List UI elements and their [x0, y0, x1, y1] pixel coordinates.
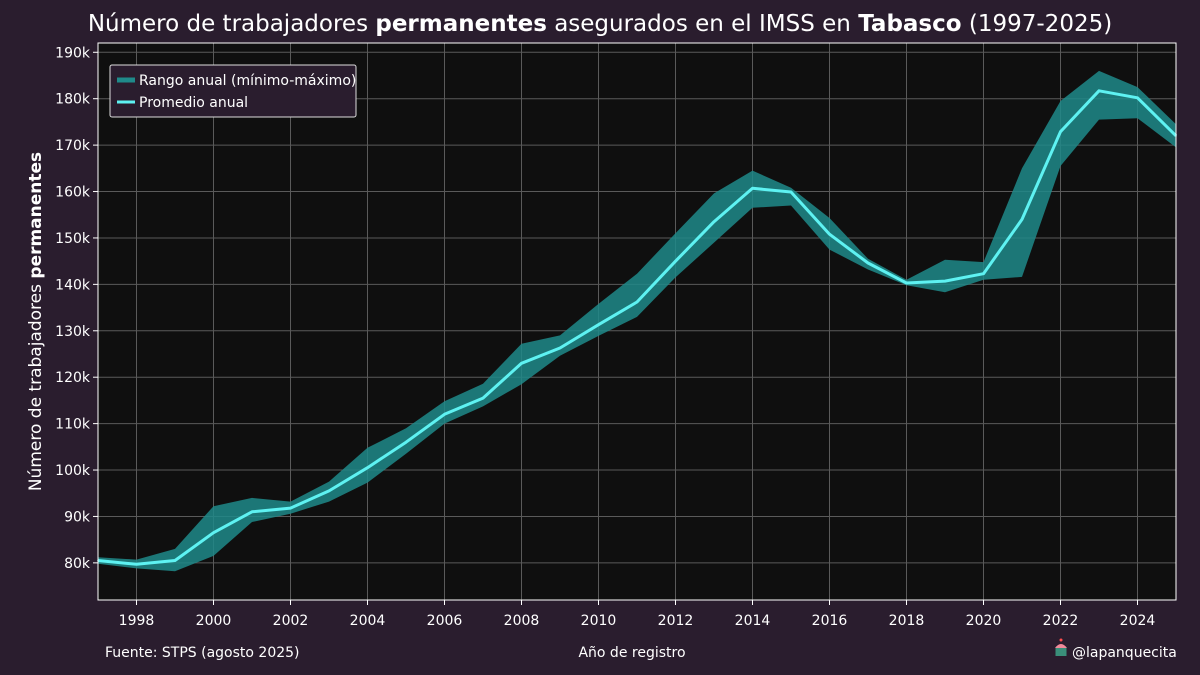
mean-point: [1059, 130, 1062, 133]
y-tick-label: 180k: [55, 92, 91, 108]
y-tick-label: 80k: [64, 556, 91, 572]
mean-point: [1098, 90, 1100, 92]
mean-point: [944, 280, 946, 282]
mean-point: [135, 563, 138, 566]
plot-frame: [97, 42, 1177, 601]
cupcake-icon: [1055, 638, 1067, 656]
text-part: asegurados en el IMSS en: [547, 11, 858, 37]
text-part: permanentes: [26, 152, 46, 279]
mean-point: [713, 220, 715, 223]
x-axis-label: Año de registro: [578, 645, 685, 661]
mean-point: [790, 191, 792, 193]
y-tick-label: 160k: [55, 185, 91, 201]
x-tick-label: 2006: [427, 613, 463, 629]
legend: Rango anual (mínimo-máximo) Promedio anu…: [109, 64, 357, 118]
mean-point: [289, 507, 292, 509]
y-tick-label: 120k: [55, 370, 91, 386]
x-tick-label: 2010: [581, 613, 617, 629]
mean-point: [559, 347, 561, 349]
y-tick-label: 90k: [64, 509, 91, 525]
x-tick-label: 2016: [812, 613, 848, 629]
text-part: Número de trabajadores: [26, 279, 46, 492]
y-axis-ticks: 80k 90k 100k 110k 120k 130k 140k 150k 160k 170k 18…: [55, 45, 98, 572]
y-tick-label: 170k: [55, 138, 91, 154]
mean-point: [482, 397, 484, 399]
mean-point: [597, 323, 600, 326]
mean-point: [1021, 218, 1023, 221]
x-tick-label: 2002: [273, 613, 309, 629]
y-tick-label: 130k: [55, 324, 91, 340]
x-tick-label: 2012: [658, 613, 694, 629]
text-part: (1997-2025): [962, 11, 1113, 37]
mean-point: [405, 441, 407, 443]
mean-point: [636, 301, 638, 303]
x-tick-label: 2014: [735, 613, 771, 629]
x-tick-label: 2004: [350, 613, 386, 629]
text-part: Tabasco: [858, 11, 961, 37]
mean-point: [212, 531, 215, 534]
x-tick-label: 2000: [196, 613, 232, 629]
mean-point: [982, 272, 985, 275]
x-tick-label: 2008: [504, 613, 540, 629]
author-handle: @lapanquecita: [1072, 645, 1177, 661]
mean-point: [674, 260, 677, 262]
mean-point: [905, 282, 908, 284]
chart-title: Número de trabajadores permanentes asegu…: [88, 11, 1112, 37]
mean-line-group: [97, 89, 1178, 566]
mean-point: [174, 559, 176, 562]
source-note: Fuente: STPS (agosto 2025): [105, 645, 300, 661]
mean-point: [520, 362, 523, 365]
x-tick-label: 1998: [119, 613, 155, 629]
legend-box: [109, 64, 357, 118]
y-tick-label: 140k: [55, 277, 91, 293]
text-part: Número de trabajadores: [88, 11, 376, 37]
mean-point: [751, 187, 754, 190]
x-tick-label: 2018: [889, 613, 925, 629]
range-band: [98, 70, 1176, 572]
mean-point: [328, 490, 330, 492]
mean-point: [867, 262, 869, 264]
mean-point: [828, 233, 831, 236]
x-axis-ticks: 1998 2000 2002 2004 2006 2008 2010 2012 2014 2016…: [119, 600, 1156, 629]
x-tick-label: 2020: [966, 613, 1002, 629]
legend-range-label: Rango anual (mínimo-máximo): [139, 73, 356, 89]
y-tick-label: 150k: [55, 231, 91, 247]
mean-point: [443, 413, 446, 416]
y-tick-label: 110k: [55, 417, 91, 433]
x-tick-label: 2024: [1120, 613, 1156, 629]
y-axis-label: Número de trabajadores permanentes: [26, 152, 46, 491]
y-tick-label: 190k: [55, 45, 91, 61]
legend-mean-label: Promedio anual: [139, 95, 248, 111]
grid-lines: [98, 43, 1176, 600]
text-part: permanentes: [375, 11, 547, 37]
x-tick-label: 2022: [1043, 613, 1079, 629]
y-tick-label: 100k: [55, 463, 91, 479]
mean-point: [1136, 96, 1139, 99]
mean-point: [366, 466, 369, 469]
range-band-group: [98, 70, 1176, 572]
mean-point: [251, 511, 253, 513]
